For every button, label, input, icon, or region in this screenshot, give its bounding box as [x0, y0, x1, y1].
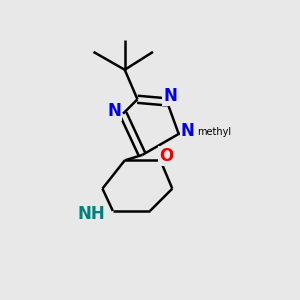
- Text: N: N: [163, 87, 177, 105]
- Text: N: N: [181, 122, 195, 140]
- Text: O: O: [159, 147, 173, 165]
- Text: NH: NH: [78, 205, 105, 223]
- Text: N: N: [107, 102, 121, 120]
- Text: methyl: methyl: [198, 127, 232, 137]
